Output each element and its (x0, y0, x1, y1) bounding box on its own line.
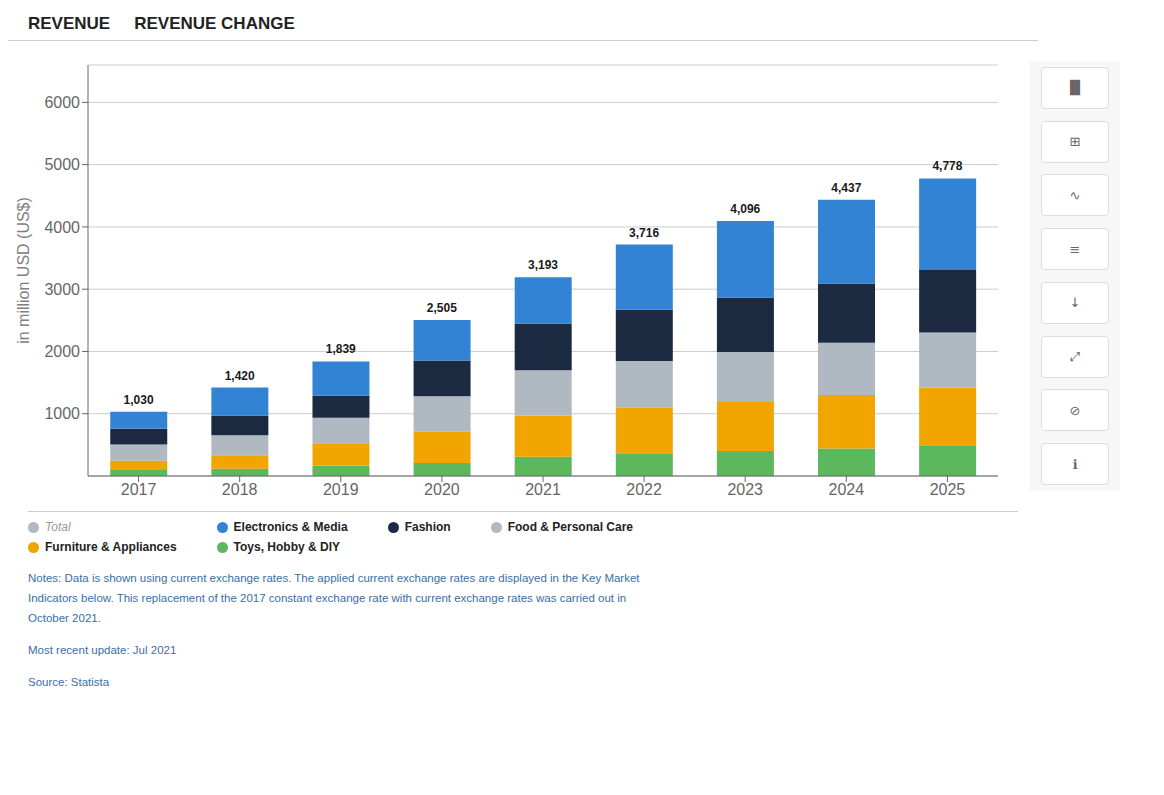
html-text:Notes: Data is shown using cur: Notes: Data is shown using current excha… (28, 572, 640, 584)
svg-text:2022: 2022 (626, 481, 662, 498)
svg-text:3000: 3000 (44, 281, 80, 298)
svg-text:1,420: 1,420 (225, 369, 255, 383)
svg-text:6000: 6000 (44, 94, 80, 111)
svg-text:1000: 1000 (44, 405, 80, 422)
html-text:Most recent update: Jul 2021: Most recent update: Jul 2021 (28, 644, 177, 656)
svg-text:3,193: 3,193 (528, 258, 558, 272)
svg-text:1,030: 1,030 (124, 393, 154, 407)
svg-text:2023: 2023 (727, 481, 763, 498)
svg-text:2000: 2000 (44, 343, 80, 360)
html-text:REVENUE: REVENUE (28, 14, 111, 33)
svg-text:4000: 4000 (44, 219, 80, 236)
svg-text:4,437: 4,437 (831, 181, 861, 195)
html-text:Toys, Hobby & DIY: Toys, Hobby & DIY (233, 540, 340, 554)
svg-text:3,716: 3,716 (629, 226, 659, 240)
html-text:Fashion: Fashion (404, 520, 451, 534)
svg-text:2017: 2017 (121, 481, 157, 498)
svg-text:4,096: 4,096 (730, 202, 760, 216)
svg-text:2019: 2019 (323, 481, 359, 498)
svg-text:4,778: 4,778 (932, 159, 962, 173)
svg-text:2025: 2025 (930, 481, 966, 498)
svg-text:in million USD (US$): in million USD (US$) (15, 197, 32, 344)
svg-text:2020: 2020 (424, 481, 460, 498)
html-text:Indicators below. This replace: Indicators below. This replacement of th… (28, 592, 627, 604)
svg-text:2024: 2024 (829, 481, 865, 498)
svg-text:2018: 2018 (222, 481, 258, 498)
html-text:October 2021.: October 2021. (28, 612, 101, 624)
html-text:Food & Personal Care: Food & Personal Care (507, 520, 633, 534)
html-text:ℹ: ℹ (1072, 456, 1078, 472)
html-text:Electronics & Media: Electronics & Media (233, 520, 348, 534)
svg-text:2,505: 2,505 (427, 301, 457, 315)
svg-text:2021: 2021 (525, 481, 561, 498)
svg-text:1,839: 1,839 (326, 342, 356, 356)
html-text:Furniture & Appliances: Furniture & Appliances (45, 540, 177, 554)
html-text:Total: Total (45, 520, 71, 534)
html-text:Source: Statista: Source: Statista (28, 676, 110, 688)
html-text:REVENUE CHANGE: REVENUE CHANGE (134, 14, 295, 33)
svg-text:5000: 5000 (44, 156, 80, 173)
